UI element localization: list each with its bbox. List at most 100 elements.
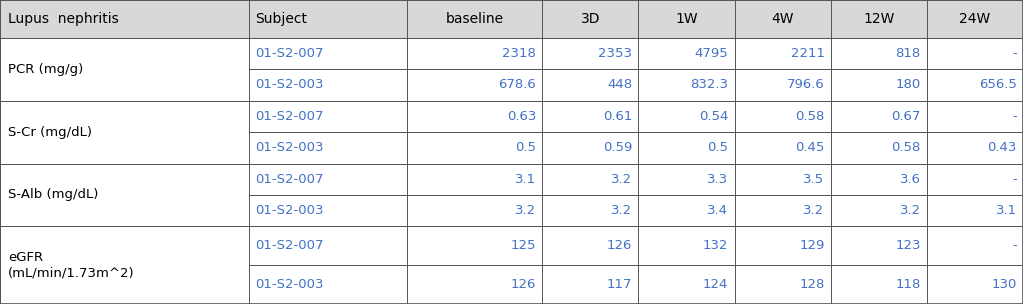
Text: -: - — [1012, 239, 1017, 252]
Bar — [735, 101, 831, 132]
Text: 126: 126 — [510, 278, 536, 291]
Text: 3.3: 3.3 — [707, 173, 728, 186]
Text: 3.1: 3.1 — [995, 204, 1017, 217]
Text: 3.4: 3.4 — [707, 204, 728, 217]
Bar — [542, 195, 638, 226]
Text: 0.43: 0.43 — [987, 141, 1017, 154]
Bar — [249, 265, 407, 304]
Bar — [927, 195, 1023, 226]
Bar — [407, 69, 542, 101]
Bar — [638, 164, 735, 195]
Text: 126: 126 — [607, 239, 632, 252]
Bar — [407, 101, 542, 132]
Bar — [407, 132, 542, 164]
Text: 2318: 2318 — [502, 47, 536, 60]
Text: -: - — [1012, 47, 1017, 60]
Text: 01-S2-003: 01-S2-003 — [255, 78, 323, 92]
Text: 678.6: 678.6 — [498, 78, 536, 92]
Text: 01-S2-007: 01-S2-007 — [255, 239, 323, 252]
Text: 180: 180 — [895, 78, 921, 92]
Bar — [249, 0, 407, 38]
Bar — [831, 195, 927, 226]
Bar — [407, 38, 542, 69]
Bar — [407, 226, 542, 265]
Bar — [735, 226, 831, 265]
Text: 24W: 24W — [960, 12, 990, 26]
Bar — [542, 132, 638, 164]
Text: 2353: 2353 — [598, 47, 632, 60]
Text: eGFR
(mL/min/1.73m^2): eGFR (mL/min/1.73m^2) — [8, 251, 135, 279]
Text: 4W: 4W — [771, 12, 794, 26]
Bar — [638, 265, 735, 304]
Text: 832.3: 832.3 — [691, 78, 728, 92]
Bar — [735, 164, 831, 195]
Text: Subject: Subject — [255, 12, 307, 26]
Bar — [927, 38, 1023, 69]
Bar — [0, 164, 249, 226]
Bar — [927, 132, 1023, 164]
Text: baseline: baseline — [446, 12, 503, 26]
Text: 01-S2-007: 01-S2-007 — [255, 47, 323, 60]
Text: 124: 124 — [703, 278, 728, 291]
Bar — [249, 132, 407, 164]
Bar — [0, 226, 249, 304]
Bar — [831, 0, 927, 38]
Text: 128: 128 — [799, 278, 825, 291]
Text: -: - — [1012, 110, 1017, 123]
Text: 0.58: 0.58 — [891, 141, 921, 154]
Text: 0.5: 0.5 — [515, 141, 536, 154]
Bar — [735, 38, 831, 69]
Bar — [638, 226, 735, 265]
Text: 3.1: 3.1 — [515, 173, 536, 186]
Bar — [927, 69, 1023, 101]
Bar — [542, 38, 638, 69]
Bar — [831, 69, 927, 101]
Bar — [638, 101, 735, 132]
Bar — [407, 265, 542, 304]
Text: 0.5: 0.5 — [707, 141, 728, 154]
Text: 4795: 4795 — [695, 47, 728, 60]
Bar — [542, 101, 638, 132]
Text: S-Alb (mg/dL): S-Alb (mg/dL) — [8, 188, 98, 202]
Text: S-Cr (mg/dL): S-Cr (mg/dL) — [8, 126, 92, 139]
Bar — [249, 101, 407, 132]
Bar — [542, 0, 638, 38]
Text: 0.67: 0.67 — [891, 110, 921, 123]
Text: 3.2: 3.2 — [611, 204, 632, 217]
Text: 129: 129 — [799, 239, 825, 252]
Bar — [831, 101, 927, 132]
Text: 01-S2-003: 01-S2-003 — [255, 204, 323, 217]
Text: 123: 123 — [895, 239, 921, 252]
Text: 818: 818 — [895, 47, 921, 60]
Text: 132: 132 — [703, 239, 728, 252]
Text: 3.2: 3.2 — [611, 173, 632, 186]
Text: 3.2: 3.2 — [899, 204, 921, 217]
Bar — [542, 164, 638, 195]
Text: 01-S2-003: 01-S2-003 — [255, 141, 323, 154]
Text: 118: 118 — [895, 278, 921, 291]
Bar — [831, 164, 927, 195]
Text: 0.45: 0.45 — [795, 141, 825, 154]
Text: 3.2: 3.2 — [803, 204, 825, 217]
Bar — [638, 0, 735, 38]
Text: PCR (mg/g): PCR (mg/g) — [8, 63, 84, 76]
Bar — [831, 265, 927, 304]
Text: 796.6: 796.6 — [787, 78, 825, 92]
Text: 0.61: 0.61 — [603, 110, 632, 123]
Bar — [831, 132, 927, 164]
Bar — [249, 226, 407, 265]
Bar — [638, 132, 735, 164]
Text: 117: 117 — [607, 278, 632, 291]
Bar — [542, 265, 638, 304]
Bar — [927, 0, 1023, 38]
Bar — [831, 226, 927, 265]
Bar — [735, 195, 831, 226]
Bar — [249, 38, 407, 69]
Text: 12W: 12W — [863, 12, 894, 26]
Text: 125: 125 — [510, 239, 536, 252]
Bar — [542, 226, 638, 265]
Text: 2211: 2211 — [791, 47, 825, 60]
Text: 01-S2-007: 01-S2-007 — [255, 110, 323, 123]
Bar — [0, 0, 249, 38]
Text: 0.63: 0.63 — [506, 110, 536, 123]
